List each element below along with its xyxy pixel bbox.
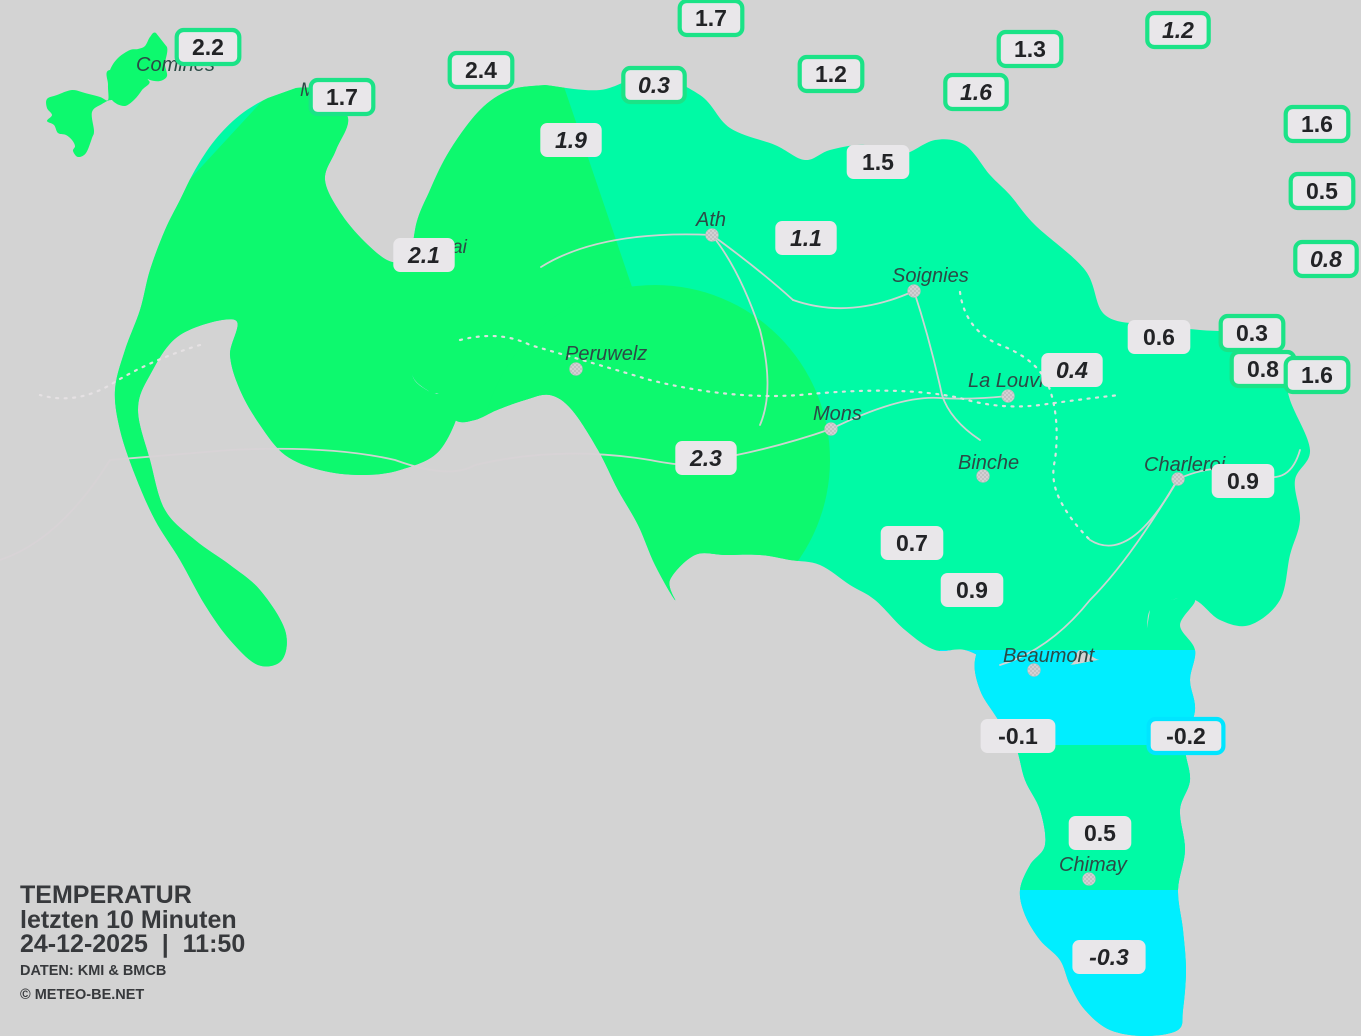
svg-text:1.7: 1.7 (695, 5, 727, 31)
svg-text:0.7: 0.7 (896, 530, 928, 556)
svg-text:0.4: 0.4 (1056, 357, 1088, 383)
svg-text:Beaumont: Beaumont (1003, 645, 1096, 667)
svg-text:Chimay: Chimay (1059, 854, 1128, 876)
svg-text:0.8: 0.8 (1310, 246, 1342, 272)
svg-text:2.2: 2.2 (192, 34, 224, 60)
svg-text:1.6: 1.6 (1301, 111, 1333, 137)
svg-text:1.2: 1.2 (1162, 17, 1194, 43)
svg-text:1.6: 1.6 (960, 79, 992, 105)
svg-text:1.2: 1.2 (815, 61, 847, 87)
svg-text:0.3: 0.3 (638, 72, 670, 98)
svg-text:Peruwelz: Peruwelz (565, 343, 647, 365)
svg-text:1.9: 1.9 (555, 127, 587, 153)
svg-text:-0.2: -0.2 (1166, 723, 1206, 749)
svg-text:0.8: 0.8 (1247, 356, 1279, 382)
svg-text:-0.3: -0.3 (1089, 944, 1129, 970)
svg-text:1.6: 1.6 (1301, 362, 1333, 388)
svg-text:0.6: 0.6 (1143, 324, 1175, 350)
svg-text:Ath: Ath (695, 209, 726, 231)
svg-text:Binche: Binche (958, 452, 1019, 474)
svg-text:0.3: 0.3 (1236, 320, 1268, 346)
svg-text:1.5: 1.5 (862, 149, 894, 175)
svg-text:1.7: 1.7 (326, 84, 358, 110)
svg-text:Mons: Mons (813, 403, 862, 425)
svg-text:Soignies: Soignies (892, 265, 969, 287)
svg-text:0.9: 0.9 (1227, 468, 1259, 494)
svg-text:2.1: 2.1 (407, 242, 440, 268)
svg-text:2.3: 2.3 (689, 445, 722, 471)
svg-text:-0.1: -0.1 (998, 723, 1038, 749)
svg-text:0.5: 0.5 (1306, 178, 1338, 204)
svg-text:0.9: 0.9 (956, 577, 988, 603)
svg-text:1.1: 1.1 (790, 225, 822, 251)
svg-text:0.5: 0.5 (1084, 820, 1116, 846)
svg-text:1.3: 1.3 (1014, 36, 1046, 62)
svg-text:2.4: 2.4 (465, 57, 497, 83)
